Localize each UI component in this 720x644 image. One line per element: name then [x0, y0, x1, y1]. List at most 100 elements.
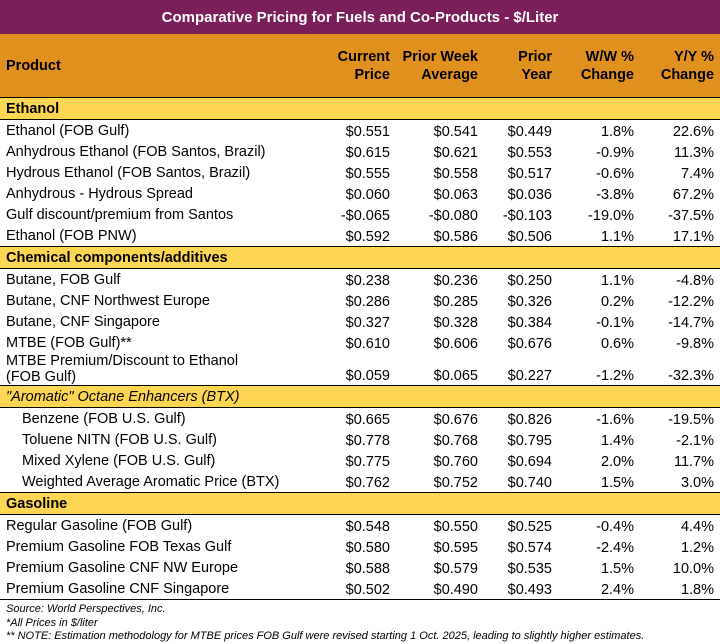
value-cell: $0.553	[507, 145, 552, 161]
value-cell: $0.592	[345, 229, 390, 245]
data-row: Premium Gasoline FOB Texas Gulf $0.580 $0.…	[0, 536, 720, 557]
value-cell: $0.449	[507, 124, 552, 140]
data-row: Benzene (FOB U.S. Gulf) $0.665 $0.676 $0.82…	[0, 408, 720, 430]
data-row: Butane, FOB Gulf $0.238 $0.236 $0.250 1.1% -4…	[0, 269, 720, 291]
value-cell: 1.8%	[680, 582, 715, 598]
value-cell: -3.8%	[596, 187, 634, 203]
data-row: Toluene NITN (FOB U.S. Gulf) $0.778 $0.768…	[0, 429, 720, 450]
value-cell: $0.384	[507, 315, 552, 331]
value-cell: -2.4%	[596, 540, 634, 556]
value-cell: $0.548	[345, 519, 390, 535]
section: Chemical components/additives Butane, FOB…	[0, 246, 720, 386]
data-row: Hydrous Ethanol (FOB Santos, Brazil) $0.5…	[0, 162, 720, 183]
value-cell: -32.3%	[668, 368, 715, 384]
value-cell: -$0.065	[340, 208, 390, 224]
value-cell: $0.326	[507, 294, 552, 310]
value-cell: 11.7%	[673, 454, 715, 470]
product-cell: Mixed Xylene (FOB U.S. Gulf)	[22, 452, 216, 469]
product-cell: Premium Gasoline CNF Singapore	[6, 580, 230, 597]
data-row: Butane, CNF Northwest Europe $0.286 $0.285…	[0, 290, 720, 311]
value-cell: $0.551	[345, 124, 390, 140]
value-cell: -4.8%	[676, 273, 715, 289]
value-cell: -37.5%	[668, 208, 715, 224]
column-header: W/W % Change	[558, 34, 640, 98]
value-cell: $0.740	[507, 475, 552, 491]
value-cell: $0.595	[433, 540, 478, 556]
value-cell: $0.327	[345, 315, 390, 331]
value-cell: 1.4%	[600, 433, 634, 449]
value-cell: 11.3%	[673, 145, 715, 161]
value-cell: $0.606	[433, 336, 478, 352]
value-cell: $0.036	[507, 187, 552, 203]
column-header: Current Price	[330, 34, 396, 98]
value-cell: $0.760	[433, 454, 478, 470]
section: Ethanol Ethanol (FOB Gulf) $0.551 $0.541 $0.…	[0, 97, 720, 247]
product-cell: Anhydrous Ethanol (FOB Santos, Brazil)	[6, 143, 266, 160]
product-cell: Ethanol (FOB Gulf)	[6, 122, 130, 139]
data-row: Butane, CNF Singapore $0.327 $0.328 $0.384 -…	[0, 311, 720, 332]
value-cell: $0.775	[345, 454, 390, 470]
value-cell: $0.579	[433, 561, 478, 577]
value-cell: $0.059	[345, 368, 390, 384]
value-cell: $0.558	[433, 166, 478, 182]
product-cell: Gulf discount/premium from Santos	[6, 206, 234, 223]
section-title: Chemical components/additives	[0, 246, 720, 269]
data-row: Ethanol (FOB Gulf) $0.551 $0.541 $0.449 1.8%…	[0, 120, 720, 142]
value-cell: $0.676	[507, 336, 552, 352]
value-cell: 2.0%	[600, 454, 634, 470]
value-cell: $0.065	[433, 368, 478, 384]
product-cell: Butane, CNF Northwest Europe	[6, 292, 210, 309]
value-cell: $0.227	[507, 368, 552, 384]
product-cell: Butane, FOB Gulf	[6, 271, 121, 288]
product-cell: Butane, CNF Singapore	[6, 313, 160, 330]
value-cell: $0.574	[507, 540, 552, 556]
column-header: Prior Year	[484, 34, 558, 98]
data-row: Gulf discount/premium from Santos -$0.065…	[0, 204, 720, 225]
data-row: Weighted Average Aromatic Price (BTX) $0.…	[0, 471, 720, 493]
value-cell: $0.517	[507, 166, 552, 182]
value-cell: 22.6%	[672, 124, 715, 140]
value-cell: $0.665	[345, 412, 390, 428]
product-cell: Anhydrous - Hydrous Spread	[6, 185, 193, 202]
column-header: Prior Week Average	[396, 34, 484, 98]
value-cell: $0.555	[345, 166, 390, 182]
value-cell: $0.795	[507, 433, 552, 449]
value-cell: 1.2%	[680, 540, 715, 556]
value-cell: -19.5%	[668, 412, 715, 428]
product-cell: Premium Gasoline CNF NW Europe	[6, 559, 239, 576]
value-cell: -0.6%	[596, 166, 634, 182]
product-cell: Premium Gasoline FOB Texas Gulf	[6, 538, 232, 555]
footnote: ** NOTE: Estimation methodology for MTBE…	[6, 630, 645, 642]
value-cell: $0.676	[433, 412, 478, 428]
value-cell: 17.1%	[672, 229, 715, 245]
product-cell: Hydrous Ethanol (FOB Santos, Brazil)	[6, 164, 251, 181]
value-cell: $0.610	[345, 336, 390, 352]
value-cell: $0.328	[433, 315, 478, 331]
product-cell: MTBE (FOB Gulf)**	[6, 334, 132, 351]
value-cell: $0.762	[345, 475, 390, 491]
value-cell: $0.541	[433, 124, 478, 140]
value-cell: 67.2%	[672, 187, 715, 203]
value-cell: 1.8%	[600, 124, 634, 140]
value-cell: $0.238	[345, 273, 390, 289]
data-row: Anhydrous Ethanol (FOB Santos, Brazil) $0…	[0, 141, 720, 162]
product-cell: Regular Gasoline (FOB Gulf)	[6, 517, 193, 534]
data-row: Anhydrous - Hydrous Spread $0.060 $0.063 $0…	[0, 183, 720, 204]
section: "Aromatic" Octane Enhancers (BTX) Benzene…	[0, 385, 720, 493]
value-cell: 2.4%	[600, 582, 634, 598]
footnote: Source: World Perspectives, Inc.	[6, 603, 166, 615]
product-cell: MTBE Premium/Discount to Ethanol (FOB Gu…	[6, 353, 239, 385]
value-cell: 0.2%	[600, 294, 634, 310]
value-cell: $0.586	[433, 229, 478, 245]
value-cell: 7.4%	[680, 166, 715, 182]
value-cell: -19.0%	[588, 208, 634, 224]
value-cell: -12.2%	[668, 294, 715, 310]
data-row: Premium Gasoline CNF NW Europe $0.588 $0.5…	[0, 557, 720, 578]
value-cell: -1.6%	[596, 412, 634, 428]
value-cell: $0.502	[345, 582, 390, 598]
column-header: Y/Y % Change	[640, 34, 720, 98]
value-cell: 1.1%	[600, 229, 634, 245]
data-row: Premium Gasoline CNF Singapore $0.502 $0.4…	[0, 578, 720, 599]
value-cell: $0.525	[507, 519, 552, 535]
